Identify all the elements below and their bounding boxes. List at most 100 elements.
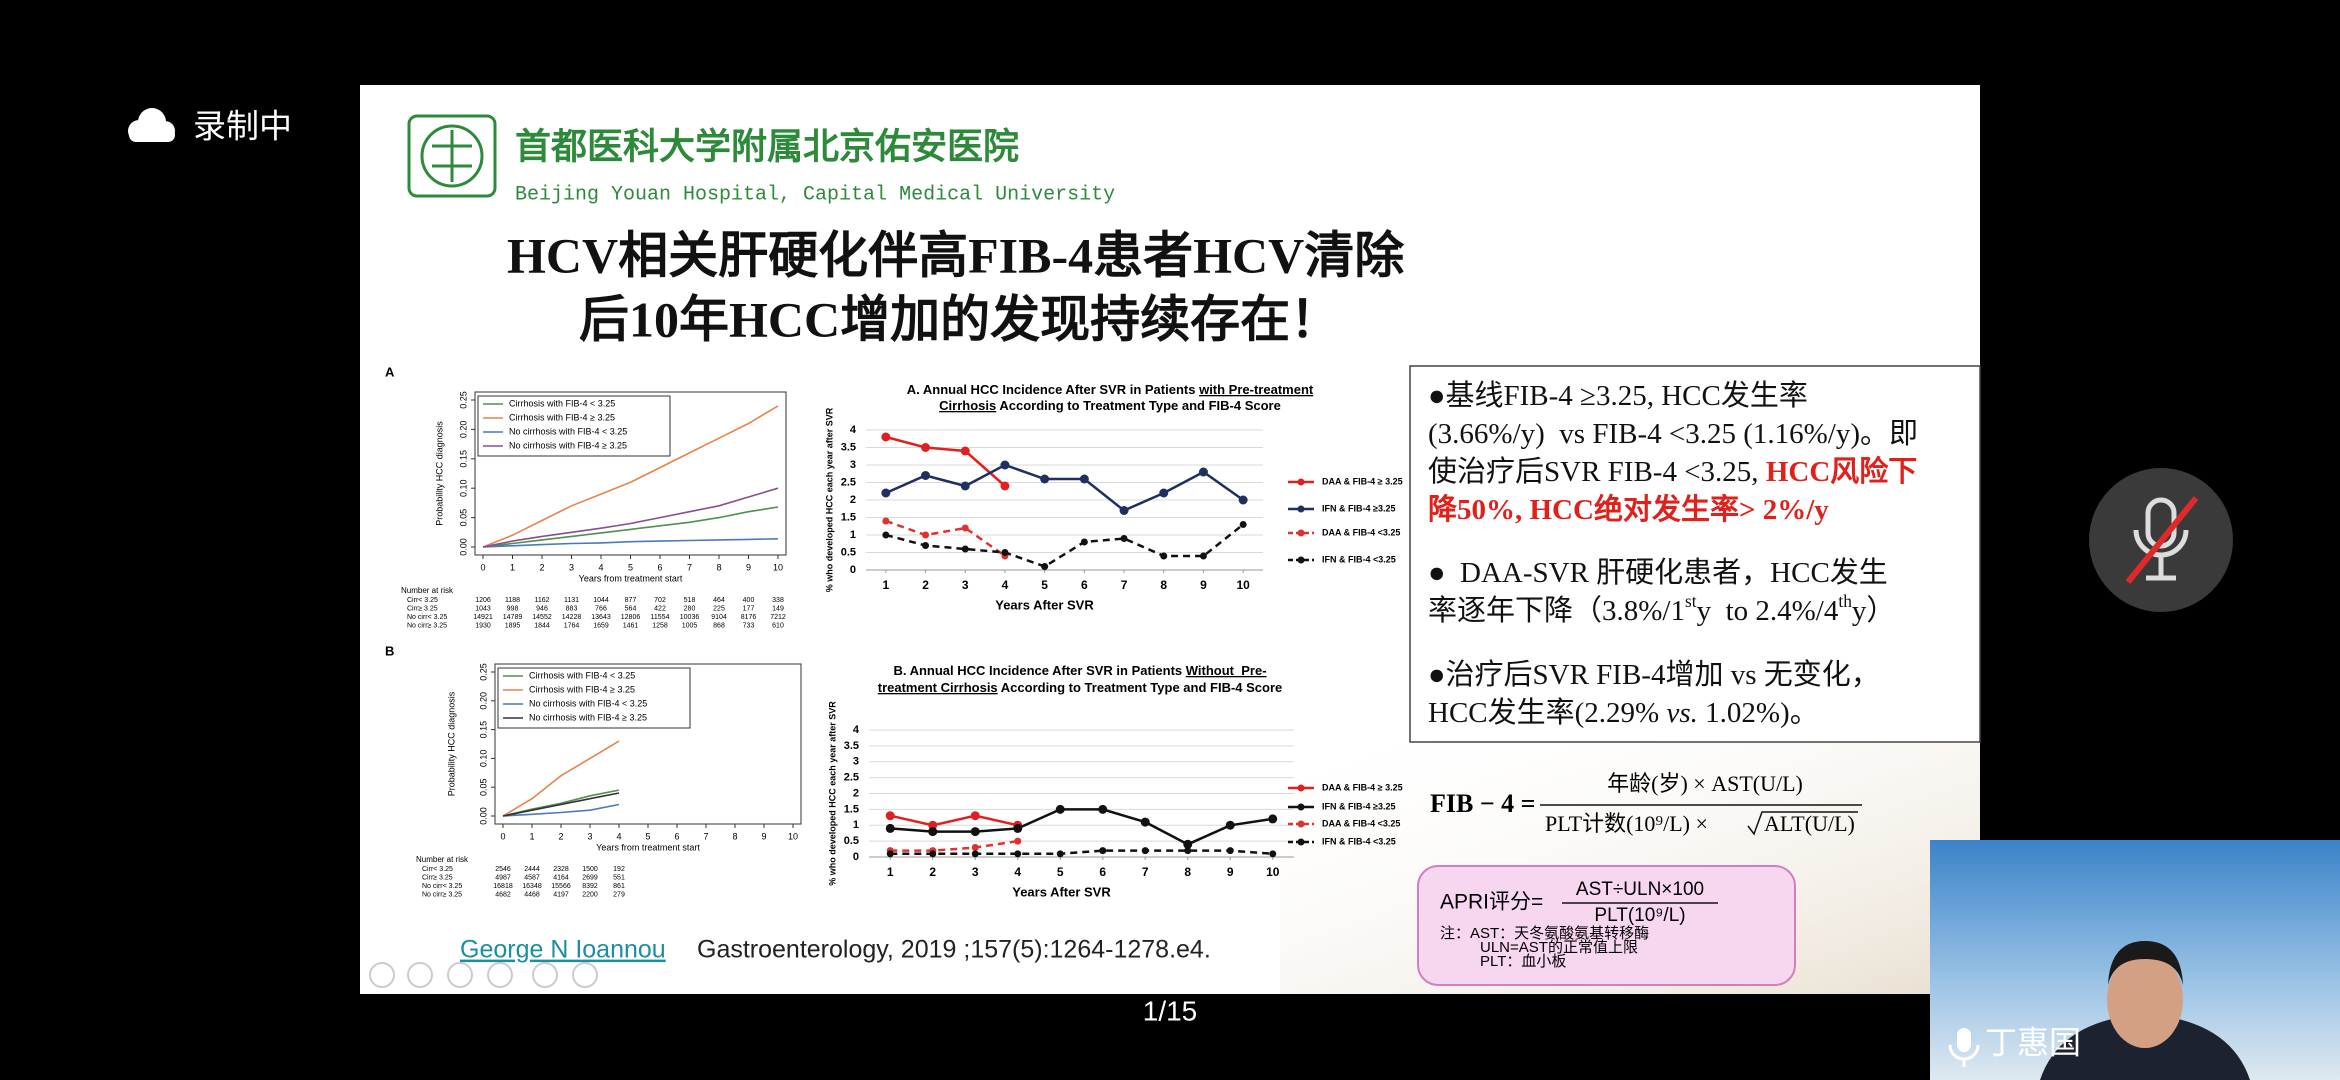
risk-value: 877 — [625, 597, 637, 604]
text-run: HCC发生率(2.29% — [1428, 696, 1666, 729]
legend-label: Cirrhosis with FIB-4 < 3.25 — [509, 398, 615, 408]
data-point — [970, 827, 980, 837]
risk-value: 2546 — [495, 866, 511, 873]
data-point — [971, 843, 979, 851]
bullet-line: ●治疗后SVR FIB-4增加 vs 无变化， — [1428, 658, 1880, 691]
chart-title: treatment Cirrhosis According to Treatme… — [878, 680, 1283, 695]
citation-author[interactable]: George N Ioannou — [460, 936, 666, 964]
x-tick-label: 6 — [657, 562, 662, 572]
y-axis-label: % who developed HCC each year after SVR — [824, 407, 834, 592]
data-point — [961, 524, 969, 532]
y-tick-label: 1.5 — [844, 803, 859, 815]
risk-value: 422 — [654, 605, 666, 612]
series-line — [890, 814, 1019, 827]
mute-button[interactable] — [2089, 468, 2233, 612]
y-tick-label: 4 — [850, 424, 857, 436]
y-tick-label: 0.05 — [458, 509, 468, 527]
x-tick-label: 6 — [1081, 578, 1088, 592]
text-run: Without Pre- — [1186, 663, 1267, 678]
risk-table-title: Number at risk — [416, 855, 469, 864]
risk-value: 1659 — [593, 622, 609, 629]
legend-box — [497, 667, 691, 729]
data-point — [928, 827, 938, 837]
y-tick-label: 1 — [850, 529, 856, 541]
risk-value: 279 — [613, 891, 625, 898]
legend-marker — [1297, 478, 1305, 486]
y-tick-label: 1.5 — [841, 511, 856, 523]
risk-value: 4468 — [524, 891, 540, 898]
risk-value: 8176 — [741, 614, 757, 621]
data-point — [1239, 521, 1247, 528]
x-tick-label: 2 — [929, 865, 936, 879]
x-tick-label: 0 — [480, 562, 485, 572]
risk-row-label: No cirr< 3.25 — [422, 883, 462, 890]
y-tick-label: 0.00 — [458, 538, 468, 556]
risk-table-title: Number at risk — [401, 586, 454, 595]
y-axis-label: Probability HCC diagnosis — [446, 691, 456, 796]
data-point — [1041, 563, 1049, 570]
legend-label: DAA & FIB-4 ≥ 3.25 — [1322, 782, 1403, 792]
y-axis-label: % who developed HCC each year after SVR — [827, 701, 837, 886]
data-point — [882, 517, 890, 525]
km-curve — [482, 405, 779, 548]
km-curve — [502, 792, 620, 817]
legend-marker — [1297, 505, 1305, 513]
x-tick-label: 5 — [645, 831, 650, 841]
risk-value: 13643 — [591, 614, 611, 621]
risk-value: 2328 — [553, 866, 569, 873]
km-curve — [502, 740, 620, 817]
risk-value: 1188 — [505, 597, 520, 604]
risk-value: 7212 — [770, 614, 786, 621]
legend-box — [477, 395, 671, 457]
data-point — [1055, 804, 1065, 814]
apri-denominator: PLT(10⁹/L) — [1594, 905, 1685, 926]
risk-value: 225 — [713, 605, 725, 612]
risk-value: 1131 — [564, 597, 579, 604]
formula-denominator: PLT计数(10⁹/L) × — [1545, 811, 1708, 836]
legend-label: No cirrhosis with FIB-4 < 3.25 — [509, 426, 627, 436]
x-tick-label: 10 — [1236, 578, 1250, 592]
x-tick-label: 8 — [1184, 865, 1191, 879]
text-run: y to 2.4%/4 — [1697, 595, 1839, 627]
data-point — [1040, 474, 1050, 484]
hospital-name-cn: 首都医科大学附属北京佑安医院 — [515, 126, 1019, 167]
text-run: th — [1838, 591, 1852, 611]
x-tick-label: 4 — [1014, 865, 1021, 879]
legend-marker — [1297, 803, 1305, 811]
x-tick-label: 7 — [687, 562, 692, 572]
risk-value: 10036 — [680, 614, 700, 621]
risk-value: 1043 — [475, 605, 491, 612]
y-tick-label: 0.10 — [458, 479, 468, 497]
risk-value: 564 — [625, 605, 637, 612]
text-box — [1409, 365, 1981, 743]
risk-value: 14552 — [532, 614, 552, 621]
y-tick-label: 0.10 — [478, 750, 488, 768]
participant-name: 丁惠国 — [1985, 1024, 2081, 1060]
y-tick-label: 0.20 — [458, 421, 468, 439]
risk-value: 2444 — [524, 866, 540, 873]
risk-row-label: Cirr≥ 3.25 — [407, 605, 438, 612]
panel-label: B — [385, 643, 394, 658]
page-indicator: 1/15 — [1143, 995, 1198, 1026]
data-point — [885, 811, 895, 821]
data-point — [886, 850, 894, 858]
sqrt-sign — [1747, 811, 1858, 836]
x-tick-label: 8 — [716, 562, 721, 572]
data-point — [960, 481, 970, 491]
risk-value: 16818 — [493, 883, 513, 890]
risk-value: 280 — [684, 605, 696, 612]
data-point — [961, 545, 969, 553]
text-run: 使治疗后SVR FIB-4 <3.25, — [1428, 455, 1766, 488]
data-point — [1014, 850, 1022, 858]
slide-title: 后10年HCC增加的发现持续存在！ — [579, 291, 1340, 347]
legend-label: Cirrhosis with FIB-4 ≥ 3.25 — [529, 684, 635, 694]
data-point — [922, 542, 930, 549]
data-point — [922, 531, 930, 539]
km-curve — [482, 487, 779, 548]
legend-marker — [1297, 838, 1305, 846]
legend-marker — [1297, 556, 1305, 564]
y-tick-label: 0 — [853, 851, 859, 863]
risk-value: 883 — [566, 605, 578, 612]
text-run: 降50%, HCC绝对发生率> 2%/y — [1428, 492, 1829, 526]
risk-value: 518 — [684, 597, 696, 604]
